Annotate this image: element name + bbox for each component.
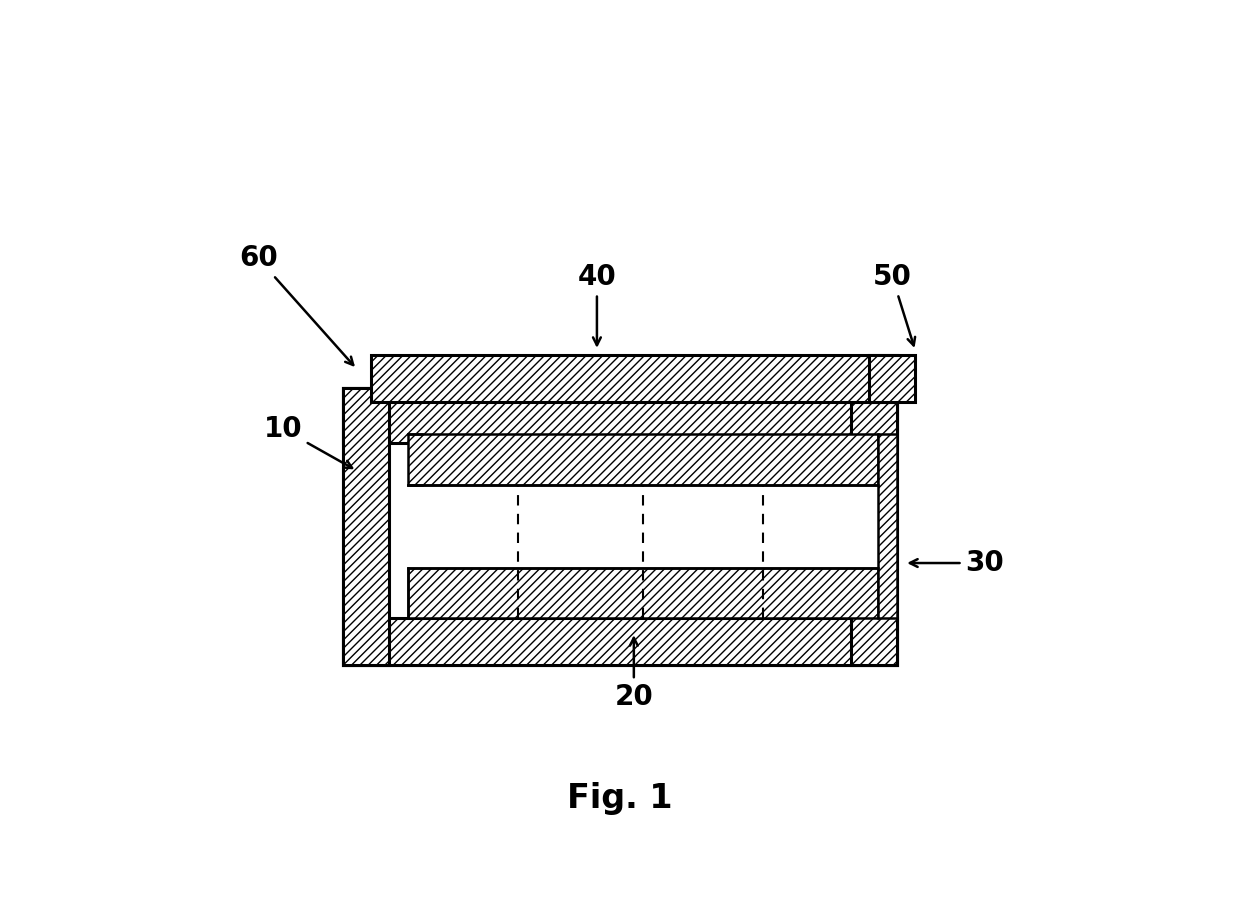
Bar [869, 355, 915, 402]
Text: 50: 50 [873, 263, 915, 345]
Text: 30: 30 [910, 549, 1004, 577]
Bar [343, 618, 897, 665]
Bar [343, 388, 897, 665]
Bar [851, 388, 897, 665]
Text: 40: 40 [578, 263, 616, 345]
Bar [408, 485, 878, 568]
Bar [878, 434, 897, 618]
Text: Fig. 1: Fig. 1 [567, 782, 673, 815]
Text: 20: 20 [615, 638, 653, 711]
Bar [408, 568, 878, 618]
Text: 10: 10 [264, 415, 352, 468]
Bar [408, 434, 878, 485]
Bar [371, 355, 897, 402]
Text: 60: 60 [239, 245, 353, 365]
Bar [343, 388, 897, 443]
Bar [343, 388, 389, 665]
